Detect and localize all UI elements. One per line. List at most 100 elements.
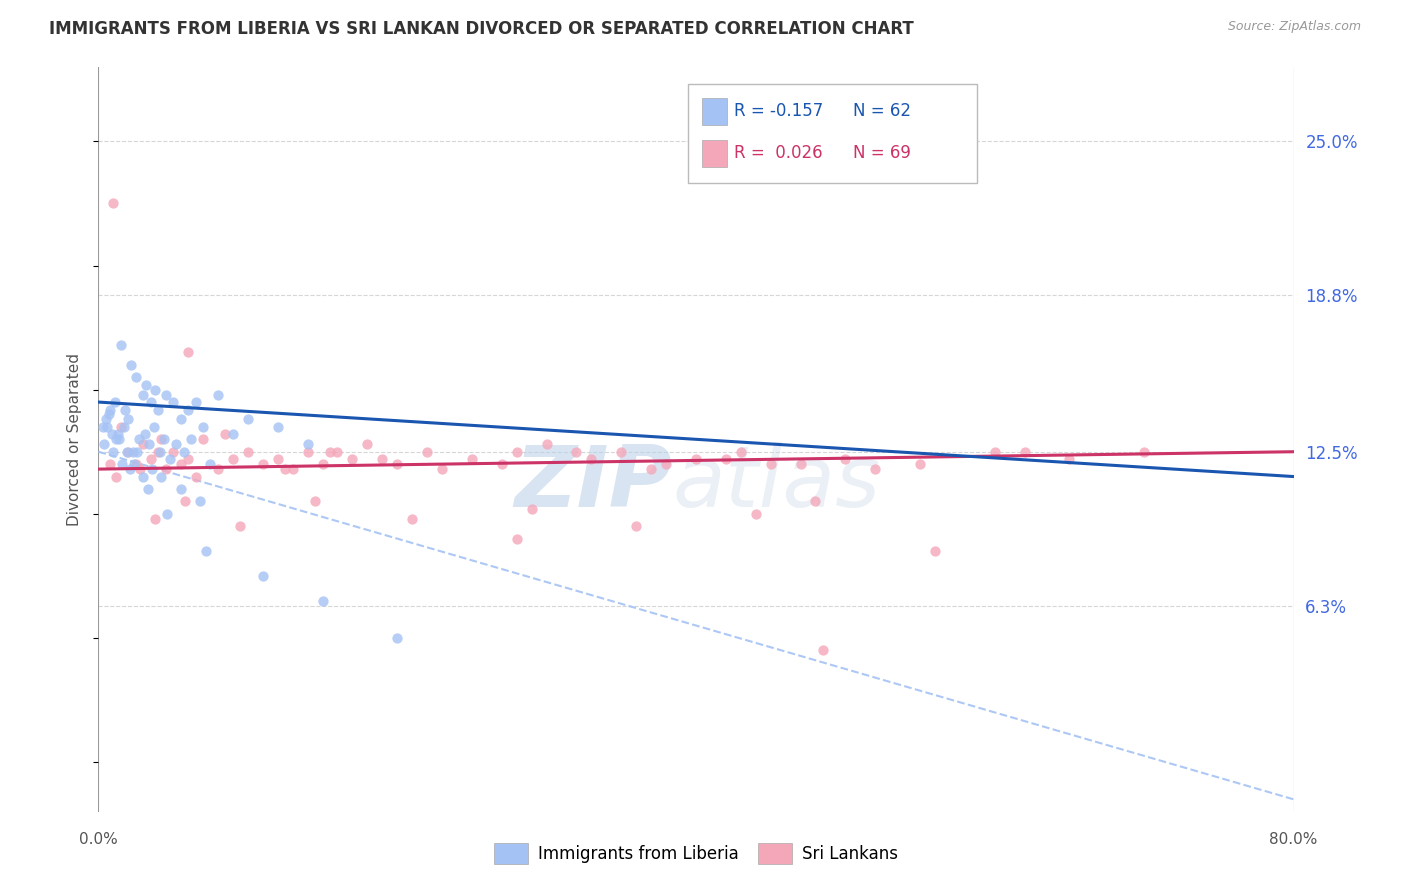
Point xyxy=(134,427,156,442)
Point xyxy=(191,420,214,434)
Point xyxy=(311,457,333,471)
Point xyxy=(1014,444,1036,458)
Point xyxy=(184,395,207,409)
Point xyxy=(107,427,129,442)
Point xyxy=(626,519,648,533)
Point xyxy=(91,420,114,434)
Text: R =  0.026: R = 0.026 xyxy=(734,145,823,162)
Point xyxy=(127,444,149,458)
Point xyxy=(94,412,117,426)
Point xyxy=(342,452,364,467)
Point xyxy=(132,387,155,401)
Point xyxy=(128,433,150,447)
Point xyxy=(759,457,782,471)
Point xyxy=(108,433,131,447)
Text: R = -0.157: R = -0.157 xyxy=(734,103,823,120)
Point xyxy=(655,457,678,471)
Point xyxy=(96,420,118,434)
Point xyxy=(105,433,128,447)
Point xyxy=(908,457,931,471)
Point xyxy=(173,444,195,458)
Point xyxy=(162,395,184,409)
Point xyxy=(491,457,513,471)
Point xyxy=(191,433,214,447)
Point xyxy=(105,469,128,483)
Point xyxy=(267,452,290,467)
Point xyxy=(118,462,141,476)
Point xyxy=(136,482,159,496)
Point xyxy=(121,444,143,458)
Point xyxy=(222,427,245,442)
Point xyxy=(356,437,378,451)
Point xyxy=(115,444,138,458)
Point xyxy=(97,408,120,422)
Point xyxy=(188,494,211,508)
Point xyxy=(401,512,423,526)
Point xyxy=(430,462,453,476)
Point xyxy=(143,512,166,526)
Point xyxy=(461,452,484,467)
Point xyxy=(141,462,163,476)
Point xyxy=(924,544,946,558)
Point xyxy=(156,507,179,521)
Point xyxy=(114,402,136,417)
Point xyxy=(162,444,184,458)
Point xyxy=(640,462,662,476)
Point xyxy=(112,420,135,434)
Point xyxy=(252,457,274,471)
Point xyxy=(177,452,200,467)
Point xyxy=(174,494,197,508)
Text: N = 62: N = 62 xyxy=(853,103,911,120)
Point xyxy=(207,462,229,476)
Point xyxy=(125,457,148,471)
Point xyxy=(745,507,768,521)
Point xyxy=(267,420,290,434)
Point xyxy=(385,631,409,645)
Point xyxy=(110,420,132,434)
Point xyxy=(229,519,252,533)
Point xyxy=(93,437,115,451)
Point xyxy=(103,444,125,458)
Point xyxy=(125,370,148,384)
Point xyxy=(104,395,127,409)
Point xyxy=(834,452,856,467)
Point xyxy=(865,462,887,476)
Point xyxy=(150,433,173,447)
Point xyxy=(385,457,409,471)
Point xyxy=(180,433,202,447)
Point xyxy=(311,593,333,607)
Text: 0.0%: 0.0% xyxy=(79,831,118,847)
Point xyxy=(117,412,139,426)
Point xyxy=(730,444,752,458)
Point xyxy=(148,444,170,458)
Point xyxy=(139,452,162,467)
Point xyxy=(222,452,245,467)
Point xyxy=(1133,444,1156,458)
Point xyxy=(610,444,633,458)
Point xyxy=(153,433,176,447)
Point xyxy=(143,383,166,397)
Point xyxy=(274,462,297,476)
Point xyxy=(135,377,157,392)
Point xyxy=(177,345,200,359)
Text: 80.0%: 80.0% xyxy=(1270,831,1317,847)
Point xyxy=(150,469,173,483)
Point xyxy=(520,501,543,516)
Point xyxy=(565,444,588,458)
Point xyxy=(159,452,181,467)
Point xyxy=(132,469,155,483)
Point xyxy=(506,444,529,458)
Point xyxy=(207,387,229,401)
Point xyxy=(138,437,160,451)
Point xyxy=(124,457,146,471)
Point xyxy=(297,444,319,458)
Point xyxy=(416,444,439,458)
Point xyxy=(149,444,172,458)
Point xyxy=(169,482,191,496)
Legend: Immigrants from Liberia, Sri Lankans: Immigrants from Liberia, Sri Lankans xyxy=(488,837,904,871)
Point xyxy=(252,569,274,583)
Point xyxy=(103,196,125,211)
Point xyxy=(110,338,132,352)
Point xyxy=(685,452,707,467)
Point xyxy=(236,412,259,426)
